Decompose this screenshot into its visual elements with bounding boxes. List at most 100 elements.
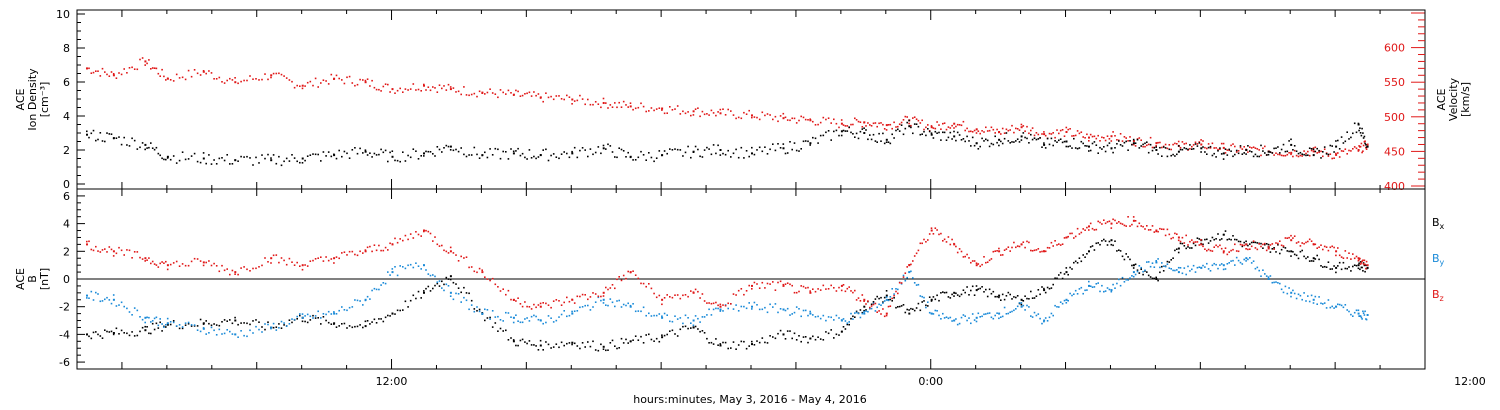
by-point xyxy=(429,274,432,277)
density-point xyxy=(658,150,661,152)
bx-point xyxy=(465,292,468,294)
velocity-point xyxy=(1033,134,1036,137)
by-point xyxy=(1140,266,1142,269)
velocity-point xyxy=(571,98,574,101)
density-point xyxy=(146,147,148,149)
by-point xyxy=(1088,284,1090,287)
bz-point xyxy=(97,250,99,252)
bx-point xyxy=(1361,266,1363,269)
density-point xyxy=(1293,145,1296,147)
bx-point xyxy=(237,323,239,326)
bz-point xyxy=(1123,224,1126,227)
velocity-point xyxy=(996,128,998,131)
by-point xyxy=(460,301,462,303)
by-point xyxy=(1365,318,1368,321)
velocity-point xyxy=(854,117,856,120)
velocity-point xyxy=(1089,133,1092,136)
bz-point xyxy=(101,249,104,251)
bz-point xyxy=(537,304,540,306)
by-point xyxy=(476,306,478,308)
by-point xyxy=(1267,278,1270,280)
bx-point xyxy=(126,332,128,335)
bz-point xyxy=(640,282,642,285)
bz-point xyxy=(609,287,612,289)
by-point xyxy=(912,277,914,279)
bz-point xyxy=(199,260,202,262)
bx-point xyxy=(1267,243,1270,246)
velocity-point xyxy=(515,89,517,92)
bz-point xyxy=(1237,250,1240,253)
bx-point xyxy=(1224,230,1227,232)
bx-point xyxy=(139,330,141,333)
by-point xyxy=(692,319,695,322)
density-point xyxy=(663,150,666,152)
bz-point xyxy=(676,294,679,296)
density-point xyxy=(943,131,946,134)
bx-point xyxy=(333,322,336,325)
bx-point xyxy=(730,347,732,349)
bz-point xyxy=(943,238,946,241)
density-point xyxy=(505,151,507,153)
velocity-point xyxy=(1026,125,1028,128)
by-point xyxy=(1159,266,1161,269)
density-point xyxy=(846,130,849,132)
by-point xyxy=(962,314,965,316)
velocity-point xyxy=(229,77,231,80)
bz-point xyxy=(1358,258,1360,261)
by-point xyxy=(1271,281,1274,284)
bz-point xyxy=(104,248,106,250)
bz-point xyxy=(1350,258,1352,260)
bz-point xyxy=(369,245,371,248)
velocity-point xyxy=(852,123,854,126)
bz-point xyxy=(1048,247,1051,249)
velocity-point xyxy=(1176,143,1178,145)
velocity-point xyxy=(288,79,291,81)
bx-point xyxy=(1335,266,1338,269)
by-point xyxy=(510,316,512,318)
bx-point xyxy=(351,326,354,329)
density-point xyxy=(1359,132,1362,134)
density-point xyxy=(592,153,594,156)
bz-point xyxy=(270,257,273,260)
bx-point xyxy=(555,343,558,345)
bz-point xyxy=(1168,233,1171,236)
bz-point xyxy=(658,294,661,297)
bx-point xyxy=(215,324,218,326)
bx-point xyxy=(962,289,965,291)
y-tick-label: 0 xyxy=(63,273,70,286)
density-point xyxy=(449,145,452,148)
density-point xyxy=(715,152,717,155)
bz-point xyxy=(1054,240,1056,242)
density-series xyxy=(86,119,1369,167)
velocity-point xyxy=(1185,142,1187,145)
bx-point xyxy=(104,329,106,331)
by-point xyxy=(335,313,338,315)
velocity-point xyxy=(155,67,158,70)
bx-point xyxy=(343,322,346,325)
velocity-point xyxy=(280,73,283,76)
velocity-axis-label: ACE Velocity [km/s] xyxy=(1435,77,1472,121)
bz-point xyxy=(687,295,689,298)
density-point xyxy=(1059,138,1062,140)
by-point xyxy=(1252,260,1255,262)
bz-point xyxy=(460,255,462,258)
velocity-point xyxy=(1155,142,1158,145)
velocity-point xyxy=(1067,128,1069,131)
by-point xyxy=(1239,261,1242,264)
bz-point xyxy=(751,288,753,290)
by-point xyxy=(581,306,584,308)
velocity-point xyxy=(118,72,120,74)
bz-point xyxy=(420,235,422,237)
bx-point xyxy=(394,313,396,315)
bz-point xyxy=(166,268,169,271)
velocity-point xyxy=(445,89,448,91)
density-point xyxy=(563,151,565,153)
density-point xyxy=(769,148,771,151)
bx-point xyxy=(234,319,237,322)
bz-point xyxy=(594,293,597,295)
by-point xyxy=(327,310,330,313)
bx-point xyxy=(1329,268,1332,270)
velocity-point xyxy=(897,125,899,128)
velocity-point xyxy=(977,130,980,132)
bz-point xyxy=(491,277,494,280)
